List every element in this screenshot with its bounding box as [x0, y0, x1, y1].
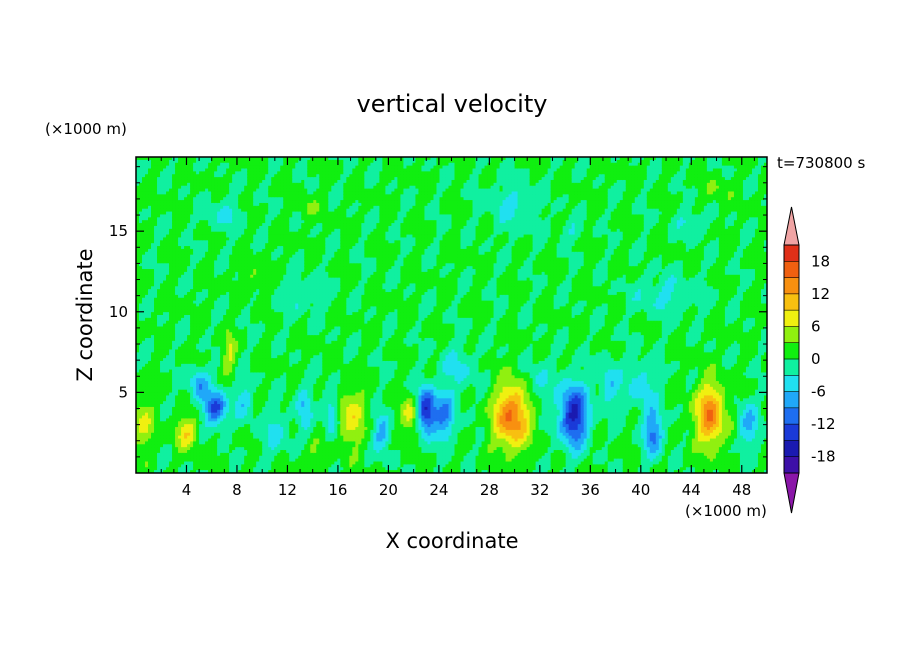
chart-title: vertical velocity	[357, 90, 548, 118]
x-axis-label: X coordinate	[385, 529, 518, 553]
field-cells	[136, 157, 768, 474]
y-unit-label: (×1000 m)	[45, 120, 127, 138]
plot-area	[136, 157, 768, 474]
y-axis-label: Z coordinate	[73, 248, 97, 381]
time-label: t=730800 s	[777, 154, 865, 172]
x-unit-label: (×1000 m)	[685, 502, 767, 520]
